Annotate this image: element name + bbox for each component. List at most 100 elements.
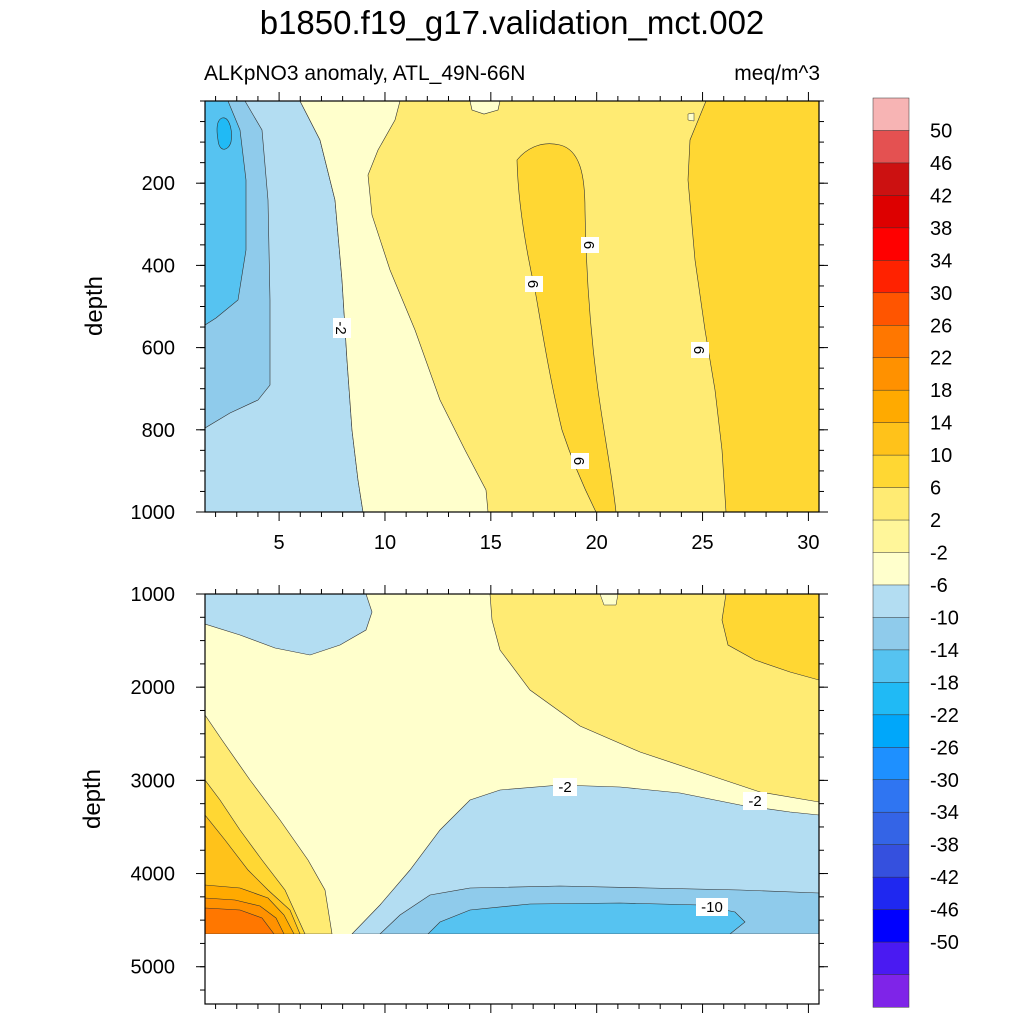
upper-contour-labels: -2 6 6 6 6 — [332, 237, 709, 469]
colorbar-swatch — [872, 325, 910, 359]
colorbar-label: -46 — [930, 900, 959, 922]
upper-contour-fill — [205, 101, 819, 512]
colorbar-label: 30 — [930, 283, 952, 305]
contour-label: 6 — [690, 346, 707, 354]
colorbar-label: -22 — [930, 705, 959, 727]
lower-ylabel: depth — [79, 769, 106, 829]
colorbar-label: 14 — [930, 413, 952, 435]
upper-island — [687, 112, 695, 122]
upper-band-6-central — [516, 143, 617, 512]
chart-title: b1850.f19_g17.validation_mct.002 — [259, 4, 765, 41]
colorbar-label: -34 — [930, 802, 959, 824]
colorbar-label: 42 — [930, 185, 952, 207]
colorbar-swatch — [872, 389, 910, 424]
y-tick-label: 1000 — [131, 502, 176, 524]
lower-band-22-left — [205, 907, 275, 934]
colorbar-swatch — [872, 292, 910, 326]
lower-axis-ticks: 1000 2000 3000 4000 5000 — [131, 584, 828, 1013]
y-tick-label: 200 — [142, 173, 175, 195]
y-tick-label: 600 — [142, 338, 175, 360]
contour-label: 6 — [524, 280, 541, 288]
colorbar-label: 18 — [930, 380, 952, 402]
upper-band-6-right — [687, 101, 819, 512]
colorbar-label: 26 — [930, 315, 952, 337]
chart-subtitle-left: ALKpNO3 anomaly, ATL_49N-66N — [204, 62, 526, 85]
colorbar-swatch — [872, 97, 910, 132]
colorbar-swatch — [872, 227, 910, 261]
y-tick-label: 5000 — [131, 957, 176, 979]
x-tick-label: 20 — [586, 532, 608, 554]
y-tick-label: 4000 — [131, 864, 176, 886]
colorbar-swatch — [872, 357, 910, 391]
colorbar-label: -10 — [930, 607, 959, 629]
upper-band-minus2-patch — [469, 101, 501, 115]
colorbar-swatch — [872, 941, 910, 976]
colorbar-swatch — [872, 779, 910, 813]
colorbar: 50 46 42 38 34 30 26 22 18 14 10 6 2 -2 -6 -10 -14 -18 -22… — [872, 97, 959, 1008]
contour-label: -2 — [558, 779, 571, 796]
upper-band-minus2 — [299, 101, 489, 512]
colorbar-label: 34 — [930, 250, 952, 272]
colorbar-swatch — [872, 747, 910, 781]
colorbar-swatch — [872, 584, 910, 618]
colorbar-label: 6 — [930, 478, 941, 500]
colorbar-swatch — [872, 649, 910, 683]
colorbar-label: 22 — [930, 348, 952, 370]
colorbar-swatch — [872, 714, 910, 748]
colorbar-label: -6 — [930, 575, 948, 597]
colorbar-swatch — [872, 811, 910, 846]
lower-band-2-notch — [599, 594, 619, 606]
contour-label: -10 — [701, 899, 723, 916]
colorbar-swatch — [872, 844, 910, 878]
y-tick-label: 3000 — [131, 770, 176, 792]
colorbar-swatch — [872, 487, 910, 521]
lower-contour-labels: -2 -2 -10 — [553, 778, 767, 916]
y-tick-label: 2000 — [131, 677, 176, 699]
colorbar-label: 2 — [930, 510, 941, 532]
colorbar-swatch — [872, 974, 910, 1008]
colorbar-swatch — [872, 519, 910, 554]
colorbar-label: -30 — [930, 770, 959, 792]
colorbar-swatch — [872, 422, 910, 456]
lower-band-6-top — [721, 594, 819, 681]
colorbar-label: -18 — [930, 672, 959, 694]
contour-label: -2 — [748, 793, 761, 810]
colorbar-swatch — [872, 454, 910, 489]
colorbar-swatch — [872, 260, 910, 294]
colorbar-swatch — [872, 682, 910, 716]
colorbar-swatch — [872, 617, 910, 651]
colorbar-swatch — [872, 130, 910, 164]
x-tick-label: 5 — [274, 532, 285, 554]
upper-axis-ticks: 5 10 15 20 25 30 200 400 600 800 1000 — [131, 92, 828, 554]
colorbar-swatch — [872, 876, 910, 911]
y-tick-label: 400 — [142, 255, 175, 277]
upper-ylabel: depth — [81, 276, 108, 336]
x-tick-label: 30 — [797, 532, 819, 554]
lower-band-minus6-top — [205, 594, 373, 656]
contour-label: 6 — [580, 241, 597, 249]
x-tick-label: 10 — [374, 532, 396, 554]
contour-label: -2 — [332, 321, 349, 334]
colorbar-swatch — [872, 909, 910, 943]
upper-core-minus18 — [216, 117, 232, 150]
colorbar-label: -14 — [930, 640, 959, 662]
colorbar-label: 10 — [930, 445, 952, 467]
upper-panel: 5 10 15 20 25 30 200 400 600 800 1000 -2 6 6 6 6 d… — [81, 92, 828, 554]
colorbar-swatch — [872, 552, 910, 586]
colorbar-label: -2 — [930, 543, 948, 565]
chart-subtitle-units: meq/m^3 — [734, 62, 820, 85]
x-tick-label: 25 — [691, 532, 713, 554]
colorbar-label: -38 — [930, 835, 959, 857]
lower-contour-fill — [205, 594, 819, 934]
contour-label: 6 — [570, 457, 587, 465]
lower-panel: 1000 2000 3000 4000 5000 -2 -2 -10 depth — [79, 584, 828, 1013]
y-tick-label: 1000 — [131, 584, 176, 606]
upper-band-minus14 — [205, 101, 247, 326]
colorbar-label: -26 — [930, 737, 959, 759]
colorbar-label: -42 — [930, 867, 959, 889]
colorbar-label: -50 — [930, 932, 959, 954]
x-tick-label: 15 — [480, 532, 502, 554]
colorbar-label: 50 — [930, 120, 952, 142]
colorbar-swatch — [872, 195, 910, 229]
